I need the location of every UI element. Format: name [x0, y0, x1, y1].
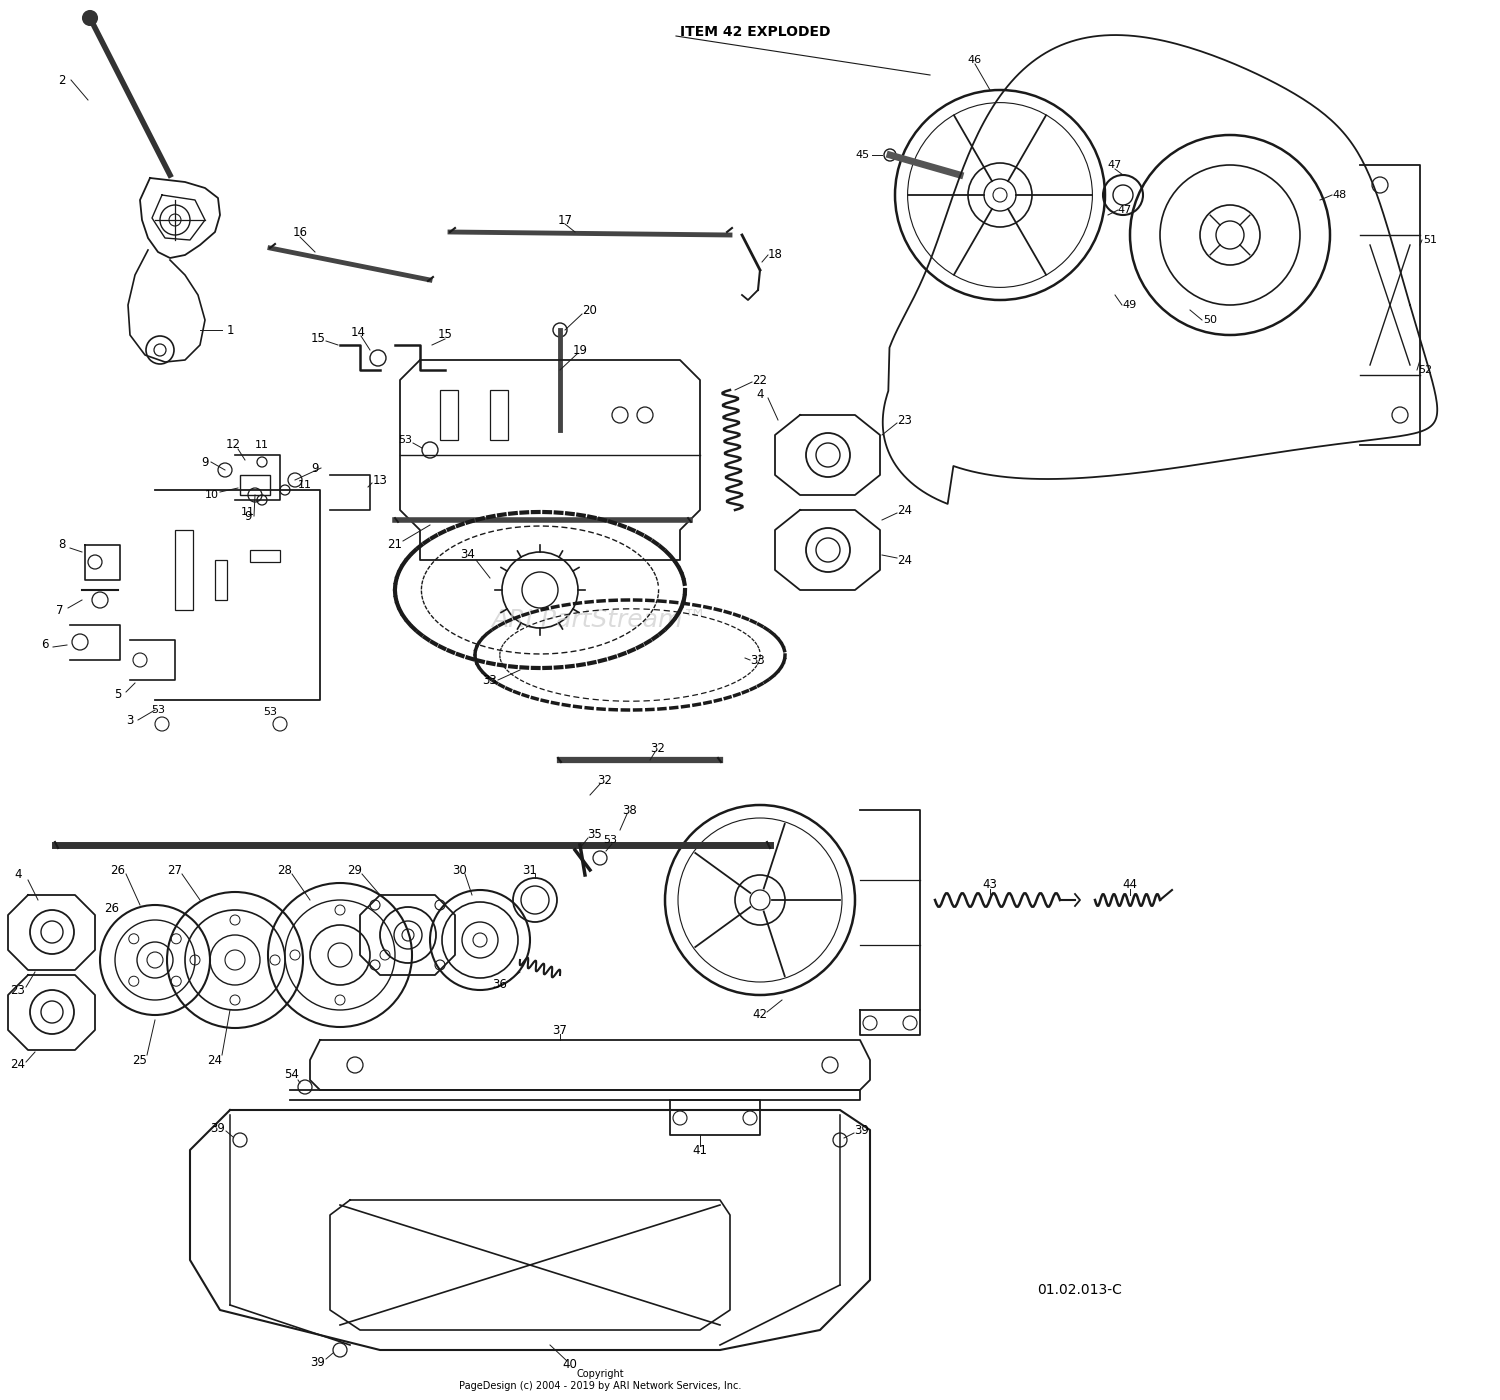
- Text: 51: 51: [1424, 235, 1437, 245]
- Text: 2: 2: [58, 73, 66, 87]
- Text: 4: 4: [756, 388, 764, 402]
- Text: 45: 45: [855, 150, 868, 160]
- Text: 16: 16: [292, 227, 308, 239]
- Text: 33: 33: [750, 654, 765, 666]
- Text: 34: 34: [460, 549, 476, 561]
- Text: 39: 39: [855, 1123, 870, 1137]
- Text: 1: 1: [226, 323, 234, 336]
- Text: 24: 24: [897, 504, 912, 517]
- Text: 23: 23: [10, 983, 26, 997]
- Text: 15: 15: [438, 329, 453, 342]
- Text: 52: 52: [1418, 365, 1432, 375]
- Text: 20: 20: [582, 304, 597, 316]
- Text: 49: 49: [1124, 300, 1137, 309]
- Text: 26: 26: [105, 902, 120, 914]
- Text: 42: 42: [753, 1008, 768, 1022]
- Text: 01.02.013-C: 01.02.013-C: [1038, 1282, 1122, 1296]
- Text: 6: 6: [42, 638, 48, 651]
- Text: 18: 18: [768, 249, 783, 262]
- Text: 48: 48: [1334, 190, 1347, 200]
- Text: ARI PartStream™: ARI PartStream™: [492, 608, 708, 631]
- Text: 13: 13: [372, 473, 387, 487]
- Text: 47: 47: [1118, 204, 1132, 216]
- Text: 19: 19: [573, 343, 588, 357]
- Text: 50: 50: [1203, 315, 1216, 325]
- Text: 25: 25: [132, 1053, 147, 1067]
- Text: 37: 37: [552, 1023, 567, 1036]
- Text: 32: 32: [597, 773, 612, 787]
- Text: 8: 8: [58, 539, 66, 552]
- Text: 24: 24: [207, 1053, 222, 1067]
- Text: 27: 27: [168, 864, 183, 876]
- Text: 53: 53: [603, 834, 616, 846]
- Text: 30: 30: [453, 864, 468, 876]
- Bar: [240, 475, 270, 496]
- Text: 12: 12: [225, 438, 240, 451]
- Text: 15: 15: [310, 332, 326, 344]
- Text: 24: 24: [10, 1058, 26, 1071]
- Text: 54: 54: [285, 1068, 300, 1081]
- Text: 43: 43: [982, 879, 998, 892]
- Text: 53: 53: [262, 707, 278, 717]
- Text: 39: 39: [210, 1121, 225, 1134]
- Text: 31: 31: [522, 864, 537, 876]
- Bar: [251, 550, 280, 561]
- Text: 9: 9: [244, 510, 252, 522]
- Text: 9: 9: [312, 462, 318, 475]
- Text: 29: 29: [348, 864, 363, 876]
- Text: 38: 38: [622, 804, 638, 816]
- Text: 53: 53: [398, 435, 412, 445]
- Text: 44: 44: [1122, 879, 1137, 892]
- Bar: [490, 391, 508, 440]
- Text: 9: 9: [201, 455, 208, 469]
- Circle shape: [82, 11, 98, 25]
- Text: 41: 41: [693, 1144, 708, 1156]
- Text: 17: 17: [558, 213, 573, 227]
- Text: 53: 53: [152, 706, 165, 715]
- Text: 21: 21: [387, 539, 402, 552]
- Text: 5: 5: [114, 689, 122, 701]
- Text: 35: 35: [588, 829, 603, 841]
- Text: 11: 11: [242, 507, 255, 517]
- Text: 36: 36: [492, 979, 507, 991]
- Bar: [440, 391, 458, 440]
- Text: 3: 3: [126, 714, 134, 727]
- Text: 46: 46: [968, 55, 982, 64]
- Text: 22: 22: [753, 374, 768, 386]
- Text: 10: 10: [206, 490, 219, 500]
- Text: 11: 11: [255, 440, 268, 449]
- Bar: [176, 531, 194, 610]
- Text: 4: 4: [15, 868, 21, 882]
- Text: Copyright
PageDesign (c) 2004 - 2019 by ARI Network Services, Inc.: Copyright PageDesign (c) 2004 - 2019 by …: [459, 1369, 741, 1390]
- Text: 47: 47: [1108, 160, 1122, 169]
- Bar: [214, 560, 226, 601]
- Text: 33: 33: [483, 673, 498, 686]
- Text: 32: 32: [651, 742, 666, 755]
- Text: 28: 28: [278, 864, 292, 876]
- Text: 23: 23: [897, 413, 912, 427]
- Text: 11: 11: [298, 480, 312, 490]
- Text: ITEM 42 EXPLODED: ITEM 42 EXPLODED: [680, 25, 831, 39]
- Text: 7: 7: [57, 603, 63, 616]
- Text: 26: 26: [111, 864, 126, 876]
- Text: 14: 14: [351, 326, 366, 339]
- Text: 24: 24: [897, 553, 912, 567]
- Text: 40: 40: [562, 1358, 578, 1372]
- Text: 39: 39: [310, 1355, 326, 1369]
